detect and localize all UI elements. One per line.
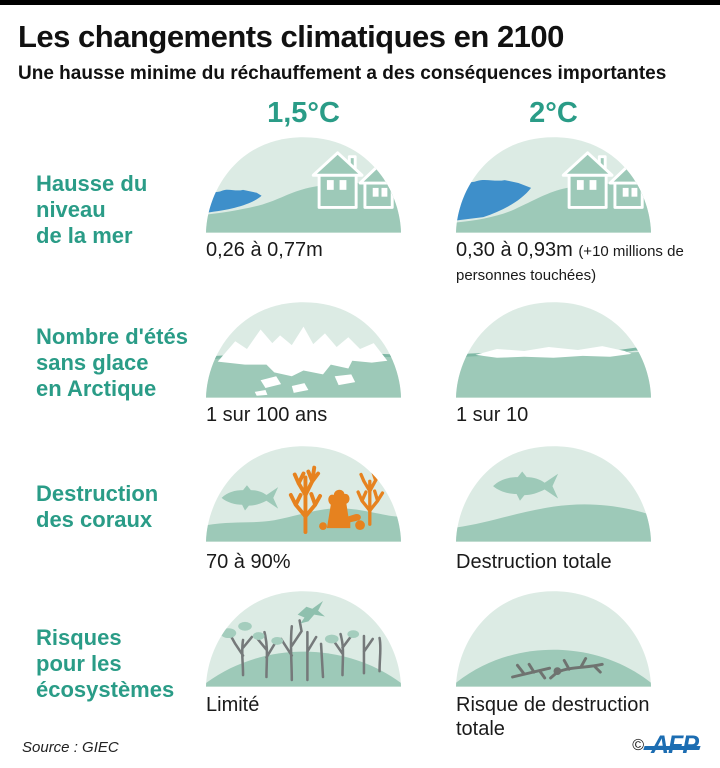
- top-bar: [0, 0, 720, 5]
- header: Les changements climatiques en 2100 Une …: [0, 5, 720, 85]
- column-header-2c: 2°C: [529, 96, 578, 129]
- scene-arctic-1-5c: 1 sur 100 ans: [206, 300, 456, 441]
- row-label-sea-level: Hausse du niveau de la mer: [36, 171, 148, 249]
- scene-corals-1-5c: 70 à 90%: [206, 441, 456, 588]
- caption-corals-2c: Destruction totale: [456, 550, 612, 573]
- page-subtitle: Une hausse minime du réchauffement a des…: [18, 62, 667, 84]
- branch-coral-icon: [356, 469, 385, 526]
- caption-sea-level-1-5c: 0,26 à 0,77m: [206, 238, 323, 261]
- scene-sea-level-2c: 0,30 à 0,93m (+10 millions de personnes …: [456, 135, 706, 300]
- row-label-corals: Destruction des coraux: [36, 481, 159, 533]
- branch-coral-icon: [288, 465, 323, 534]
- coral-reef-fish-icon: [206, 445, 401, 542]
- coast-houses-large-flood-icon: [456, 136, 651, 233]
- dead-branches-icon: [456, 590, 651, 687]
- afp-logo: © AFP: [632, 731, 699, 760]
- scene-arctic-2c: 1 sur 10: [456, 300, 706, 441]
- tree-foliage: [220, 621, 360, 645]
- arctic-thin-ice-icon: [456, 301, 651, 398]
- scene-corals-2c: Destruction totale: [456, 441, 706, 588]
- fallen-branch: [511, 656, 604, 679]
- page-title: Les changements climatiques en 2100: [18, 19, 564, 54]
- afp-wordmark: AFP: [651, 731, 699, 759]
- scene-ecosystems-2c: Risque de destruction totale: [456, 588, 706, 755]
- caption-sea-level-2c-note: (+10 millions de personnes touchées): [456, 242, 684, 284]
- caption-arctic-2c: 1 sur 10: [456, 403, 529, 426]
- caption-ecosystems-2c: Risque de destruction totale: [456, 693, 650, 740]
- trees-and-bird-icon: [206, 590, 401, 687]
- caption-sea-level-2c: 0,30 à 0,93m (+10 millions de personnes …: [456, 238, 684, 284]
- fish-icon: [221, 484, 279, 511]
- scene-sea-level-1-5c: 0,26 à 0,77m: [206, 135, 456, 300]
- copyright-symbol: ©: [632, 736, 644, 754]
- caption-arctic-1-5c: 1 sur 100 ans: [206, 403, 328, 426]
- coast-houses-small-flood-icon: [206, 136, 401, 233]
- bird-icon: [297, 600, 325, 623]
- comparison-grid: 1,5°C 2°C Hausse du niveau de la mer: [0, 93, 720, 755]
- blob-coral-icon: [319, 489, 365, 530]
- scene-ecosystems-1-5c: Limité: [206, 588, 456, 755]
- spacer: [0, 93, 206, 135]
- fish-icon: [493, 471, 559, 501]
- column-header-1-5c: 1,5°C: [267, 96, 340, 129]
- empty-sea-fish-icon: [456, 445, 651, 542]
- source-credit: Source : GIEC: [22, 739, 119, 756]
- row-label-arctic: Nombre d'étés sans glace en Arctique: [36, 324, 188, 402]
- row-label-ecosystems: Risques pour les écosystèmes: [36, 625, 175, 703]
- arctic-icebergs-icon: [206, 301, 401, 398]
- caption-ecosystems-1-5c: Limité: [206, 693, 260, 716]
- tree-trunks: [229, 618, 382, 681]
- caption-corals-1-5c: 70 à 90%: [206, 550, 291, 573]
